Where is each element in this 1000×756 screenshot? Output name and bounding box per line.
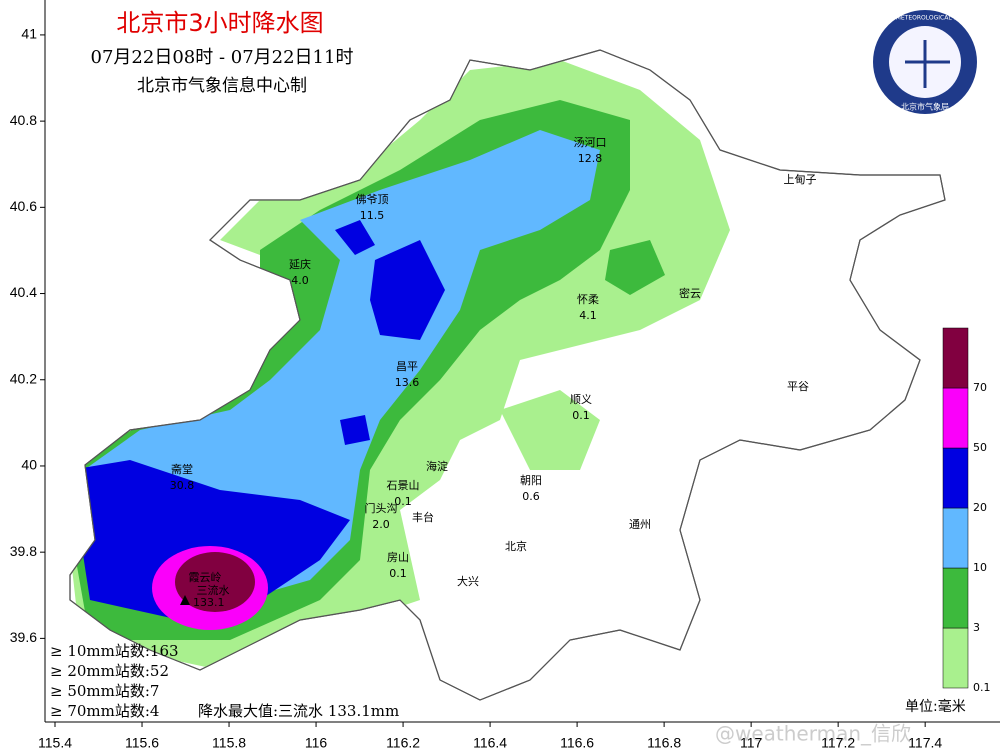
producer: 北京市气象信息中心制: [137, 76, 307, 96]
logo-en: BEIJING METEOROLOGICAL BUREAU: [871, 15, 978, 22]
legend-unit: 单位:毫米: [905, 698, 966, 715]
station-value: 0.6: [522, 490, 540, 503]
x-tick-label: 115.4: [38, 735, 72, 751]
axes: [44, 0, 1000, 723]
max-station-name: 霞云岭: [189, 570, 222, 584]
station-name: 怀柔: [577, 293, 599, 306]
station-name: 昌平: [396, 360, 418, 373]
station-value: 2.0: [372, 518, 390, 531]
district-label: 大兴: [457, 574, 479, 588]
station-value: 12.8: [578, 152, 603, 165]
station-value: 11.5: [360, 209, 385, 222]
district-label: 密云: [679, 286, 701, 300]
rain-areas: [70, 60, 730, 670]
x-tick-label: 116.6: [560, 735, 594, 751]
station-name: 佛爷顶: [356, 192, 389, 206]
station-name: 房山: [387, 551, 409, 564]
x-tick-label: 116.4: [473, 735, 507, 751]
station-name: 朝阳: [520, 474, 542, 487]
x-tick-label: 117.2: [821, 735, 855, 751]
legend-label: 3: [973, 621, 980, 634]
map: [69, 49, 946, 701]
x-tick-label: 116: [305, 735, 328, 751]
x-tick-label: 115.6: [125, 735, 159, 751]
legend-swatch: [942, 627, 969, 689]
station-name: 顺义: [570, 393, 592, 406]
logo: BEIJING METEOROLOGICAL BUREAU 北京市气象局: [871, 10, 979, 114]
max-station-value: 133.1: [193, 596, 225, 609]
district-label: 海淀: [426, 459, 448, 473]
legend-swatch: [942, 507, 969, 569]
legend-label: 0.1: [973, 681, 991, 694]
station-value: 4.0: [291, 274, 309, 287]
station-count: ≥ 70mm站数:4: [50, 702, 159, 720]
station-count: ≥ 10mm站数:163: [50, 642, 179, 660]
station-value: 0.1: [394, 495, 412, 508]
max-value: 降水最大值:三流水 133.1mm: [198, 702, 399, 720]
district-label: 平谷: [787, 380, 809, 393]
station-count: ≥ 50mm站数:7: [50, 682, 159, 700]
x-tick-label: 115.8: [212, 735, 246, 751]
y-tick-label: 40.8: [10, 112, 37, 128]
x-tick-label: 116.2: [386, 735, 420, 751]
y-tick-label: 40.6: [10, 198, 37, 214]
district-label: 上甸子: [784, 173, 817, 186]
station-name: 延庆: [289, 257, 311, 271]
x-tick-label: 117: [740, 735, 763, 751]
station-value: 4.1: [579, 309, 597, 322]
legend-swatch: [942, 447, 969, 509]
y-tick-label: 40.2: [10, 370, 37, 386]
y-tick-label: 40.4: [10, 284, 37, 300]
y-tick-label: 40: [21, 457, 37, 473]
legend-label: 20: [973, 501, 987, 514]
time-range: 07月22日08时 - 07月22日11时: [91, 47, 354, 68]
district-label: 北京: [505, 539, 527, 553]
district-label: 通州: [629, 518, 651, 531]
legend-label: 50: [973, 441, 987, 454]
legend-swatch: [942, 387, 969, 449]
max-station-alt: 三流水: [197, 583, 230, 597]
station-name: 石景山: [387, 479, 420, 492]
logo-cn: 北京市气象局: [901, 102, 949, 112]
legend-label: 10: [973, 561, 987, 574]
station-name: 门头沟: [365, 501, 398, 515]
station-name: 汤河口: [574, 135, 607, 149]
title: 北京市3小时降水图: [116, 9, 323, 37]
legend-label: 70: [973, 381, 987, 394]
y-tick-label: 39.8: [10, 543, 37, 559]
station-value: 13.6: [395, 376, 420, 389]
station-name: 斋堂: [171, 462, 193, 476]
y-tick-label: 39.6: [10, 629, 37, 645]
station-value: 0.1: [389, 567, 407, 580]
district-label: 丰台: [412, 510, 434, 524]
legend-swatch: [942, 567, 969, 629]
legend-swatch: [942, 327, 969, 389]
x-tick-label: 117.4: [908, 735, 942, 751]
x-tick-label: 116.8: [647, 735, 681, 751]
station-value: 0.1: [572, 409, 590, 422]
station-value: 30.8: [170, 479, 195, 492]
watermark: @weatherman_信欣: [715, 722, 911, 746]
station-count: ≥ 20mm站数:52: [50, 662, 169, 680]
y-tick-label: 41: [21, 26, 37, 42]
